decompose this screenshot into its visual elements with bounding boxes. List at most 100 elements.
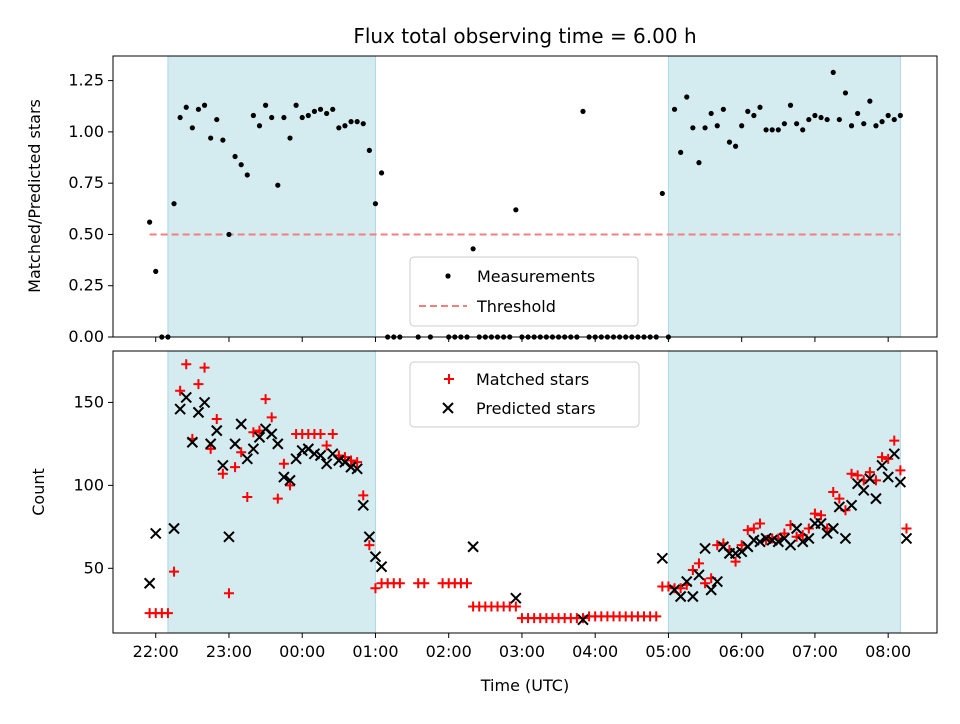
predicted-star-point (815, 517, 827, 530)
matched-star-point (327, 428, 338, 439)
measurement-point (739, 123, 745, 129)
legend-predicted-label: Predicted stars (476, 399, 596, 418)
measurement-point (879, 119, 885, 125)
predicted-star-point (247, 443, 260, 455)
measurement-point (342, 123, 348, 129)
matched-star-point (315, 428, 326, 439)
top-series-points (147, 69, 903, 340)
bottom-legend-box (409, 361, 640, 428)
y-tick-label: 50 (84, 558, 104, 577)
predicted-star-point (369, 550, 382, 563)
predicted-star-point (320, 458, 333, 470)
y-tick-label: 100 (73, 475, 104, 494)
measurement-point (293, 102, 299, 108)
legend-measurements-marker (445, 273, 451, 279)
top-legend: Measurements Threshold (409, 256, 639, 327)
measurement-point (324, 110, 330, 117)
measurement-point (812, 112, 818, 119)
measurement-point (757, 104, 763, 110)
matched-star-point (419, 578, 430, 589)
matched-star-point (285, 480, 296, 491)
measurement-point (378, 170, 385, 176)
measurement-point (299, 114, 305, 121)
matched-star-point (822, 523, 833, 534)
measurement-point (861, 121, 867, 127)
measurement-point (244, 172, 250, 178)
x-tick-label: 23:00 (206, 642, 252, 661)
matched-star-point (370, 583, 381, 594)
measurement-point (830, 69, 836, 76)
predicted-star-point (223, 531, 235, 543)
measurement-point (171, 201, 177, 207)
measurement-point (806, 116, 812, 123)
matched-star-point (901, 523, 912, 534)
measurement-point (372, 201, 379, 207)
matched-star-point (809, 508, 820, 519)
predicted-star-point (705, 584, 717, 596)
measurement-point (226, 231, 232, 238)
predicted-star-point (351, 463, 363, 475)
predicted-star-point (357, 499, 369, 511)
measurement-point (885, 112, 891, 119)
x-tick-label: 01:00 (352, 642, 398, 661)
measurement-point (714, 123, 720, 129)
measurement-point (855, 110, 861, 117)
matched-star-point (242, 491, 253, 502)
measurement-point (360, 121, 366, 127)
predicted-star-point (143, 577, 156, 589)
measurement-point (708, 110, 714, 117)
x-axis-label: Time (UTC) (480, 676, 569, 695)
top-x-ticks (155, 337, 889, 342)
matched-star-point (248, 427, 259, 438)
predicted-star-point (174, 403, 186, 415)
measurement-point (696, 160, 702, 166)
predicted-star-point (876, 459, 888, 472)
measurement-point (891, 116, 897, 123)
matched-star-point (394, 578, 405, 589)
measurement-point (311, 108, 318, 114)
predicted-star-point (882, 471, 894, 483)
predicted-star-point (314, 449, 327, 462)
bottom-series-points (143, 359, 913, 626)
predicted-star-point (681, 575, 693, 588)
measurement-point (336, 125, 342, 131)
legend-predicted-marker (442, 402, 454, 414)
matched-star-point (181, 359, 192, 370)
predicted-star-point (211, 424, 223, 437)
matched-star-point (278, 458, 289, 469)
measurement-point (726, 139, 733, 145)
matched-star-point (754, 518, 765, 529)
measurement-point (745, 108, 751, 114)
measurement-point (842, 90, 849, 96)
measurement-point (690, 125, 696, 131)
predicted-star-point (839, 532, 852, 545)
x-tick-label: 08:00 (865, 642, 911, 661)
predicted-star-point (900, 532, 913, 545)
measurement-point (824, 116, 830, 123)
measurement-point (671, 106, 678, 112)
matched-star-point (889, 435, 900, 446)
predicted-star-point (180, 391, 192, 404)
matched-star-point (272, 493, 283, 504)
predicted-star-point (235, 418, 247, 430)
predicted-star-point (265, 428, 278, 440)
matched-star-point (742, 525, 753, 536)
measurement-point (580, 108, 586, 114)
measurement-point (867, 98, 873, 104)
predicted-star-point (772, 536, 785, 548)
top-legend-box (409, 256, 639, 327)
measurement-point (183, 104, 189, 110)
matched-star-point (748, 523, 759, 534)
x-tick-label: 22:00 (133, 642, 179, 661)
predicted-star-point (858, 484, 870, 497)
x-tick-label: 04:00 (572, 642, 618, 661)
measurement-point (732, 143, 739, 149)
legend-measurements-label: Measurements (477, 267, 595, 286)
measurement-point (232, 153, 238, 160)
predicted-star-point (803, 532, 815, 545)
measurement-point (287, 135, 293, 141)
predicted-star-point (870, 492, 882, 505)
predicted-star-point (888, 448, 900, 460)
measurement-point (769, 127, 775, 133)
